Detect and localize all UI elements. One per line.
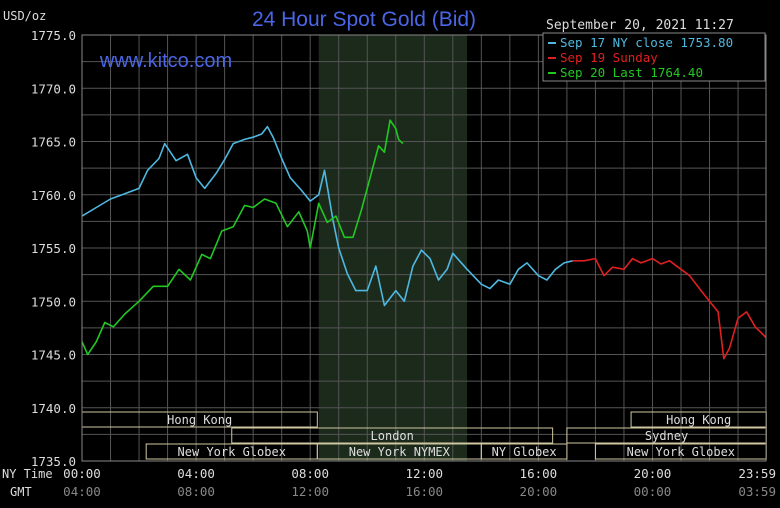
session-label: Sydney (645, 429, 688, 443)
session-label: London (371, 429, 414, 443)
session-label: New York NYMEX (349, 445, 451, 459)
x-tick-label-gmt: 03:59 (738, 484, 776, 499)
x-tick-label-ny: 23:59 (738, 466, 776, 481)
x-tick-label-gmt: 00:00 (634, 484, 672, 499)
legend-item-sep20: Sep 20 Last 1764.40 (560, 65, 703, 80)
units-label: USD/oz (3, 9, 46, 23)
session-label: New York Globex (627, 445, 735, 459)
ny-time-axis-label: NY Time (2, 467, 53, 481)
y-tick-label: 1750.0 (31, 294, 76, 309)
x-tick-label-ny: 16:00 (520, 466, 558, 481)
x-tick-label-gmt: 08:00 (177, 484, 215, 499)
legend-item-sep19: Sep 19 Sunday (560, 50, 658, 65)
x-axis-tick-labels: 00:00 04:00 04:00 08:00 08:00 12:00 12:00 16:00… (63, 466, 776, 499)
session-label: NY Globex (492, 445, 557, 459)
series-line-0 (81, 125, 573, 307)
session-bar (480, 443, 568, 460)
y-axis-tick-labels: 1775.0 1770.0 1765.0 1760.0 1755.0 1750.0 1745… (31, 28, 76, 469)
x-tick-label-gmt: 04:00 (63, 484, 101, 499)
y-tick-label: 1735.0 (31, 454, 76, 469)
x-tick-label-ny: 04:00 (177, 466, 215, 481)
x-tick-label-ny: 12:00 (405, 466, 443, 481)
x-tick-label-gmt: 12:00 (291, 484, 329, 499)
market-session-bars: Hong Kong London New York Globex New York N… (81, 411, 767, 460)
y-tick-label: 1740.0 (31, 401, 76, 416)
grid-lines (82, 35, 766, 461)
gmt-axis-label: GMT (10, 485, 32, 499)
session-bar (231, 427, 554, 444)
x-tick-label-ny: 08:00 (291, 466, 329, 481)
chart-title: 24 Hour Spot Gold (Bid) (252, 8, 476, 31)
y-tick-label: 1770.0 (31, 81, 76, 96)
x-tick-label-ny: 00:00 (63, 466, 101, 481)
y-tick-label: 1745.0 (31, 348, 76, 363)
x-tick-label-gmt: 16:00 (405, 484, 443, 499)
legend-box (542, 32, 766, 82)
session-label: Hong Kong (167, 413, 232, 427)
x-tick-label-ny: 20:00 (634, 466, 672, 481)
session-label: Hong Kong (666, 413, 731, 427)
session-label: New York Globex (178, 445, 286, 459)
plot-frame (81, 34, 767, 462)
y-tick-label: 1760.0 (31, 188, 76, 203)
y-tick-label: 1765.0 (31, 135, 76, 150)
y-tick-label: 1775.0 (31, 28, 76, 43)
legend-item-sep17: Sep 17 NY close 1753.80 (560, 35, 733, 50)
y-tick-label: 1755.0 (31, 241, 76, 256)
watermark-text: www.kitco.com (99, 50, 232, 72)
series-line-2 (81, 119, 404, 356)
x-tick-label-gmt: 20:00 (520, 484, 558, 499)
series-line-1 (572, 257, 767, 360)
datetime-label: September 20, 2021 11:27 (546, 18, 734, 33)
price-series (81, 119, 767, 360)
